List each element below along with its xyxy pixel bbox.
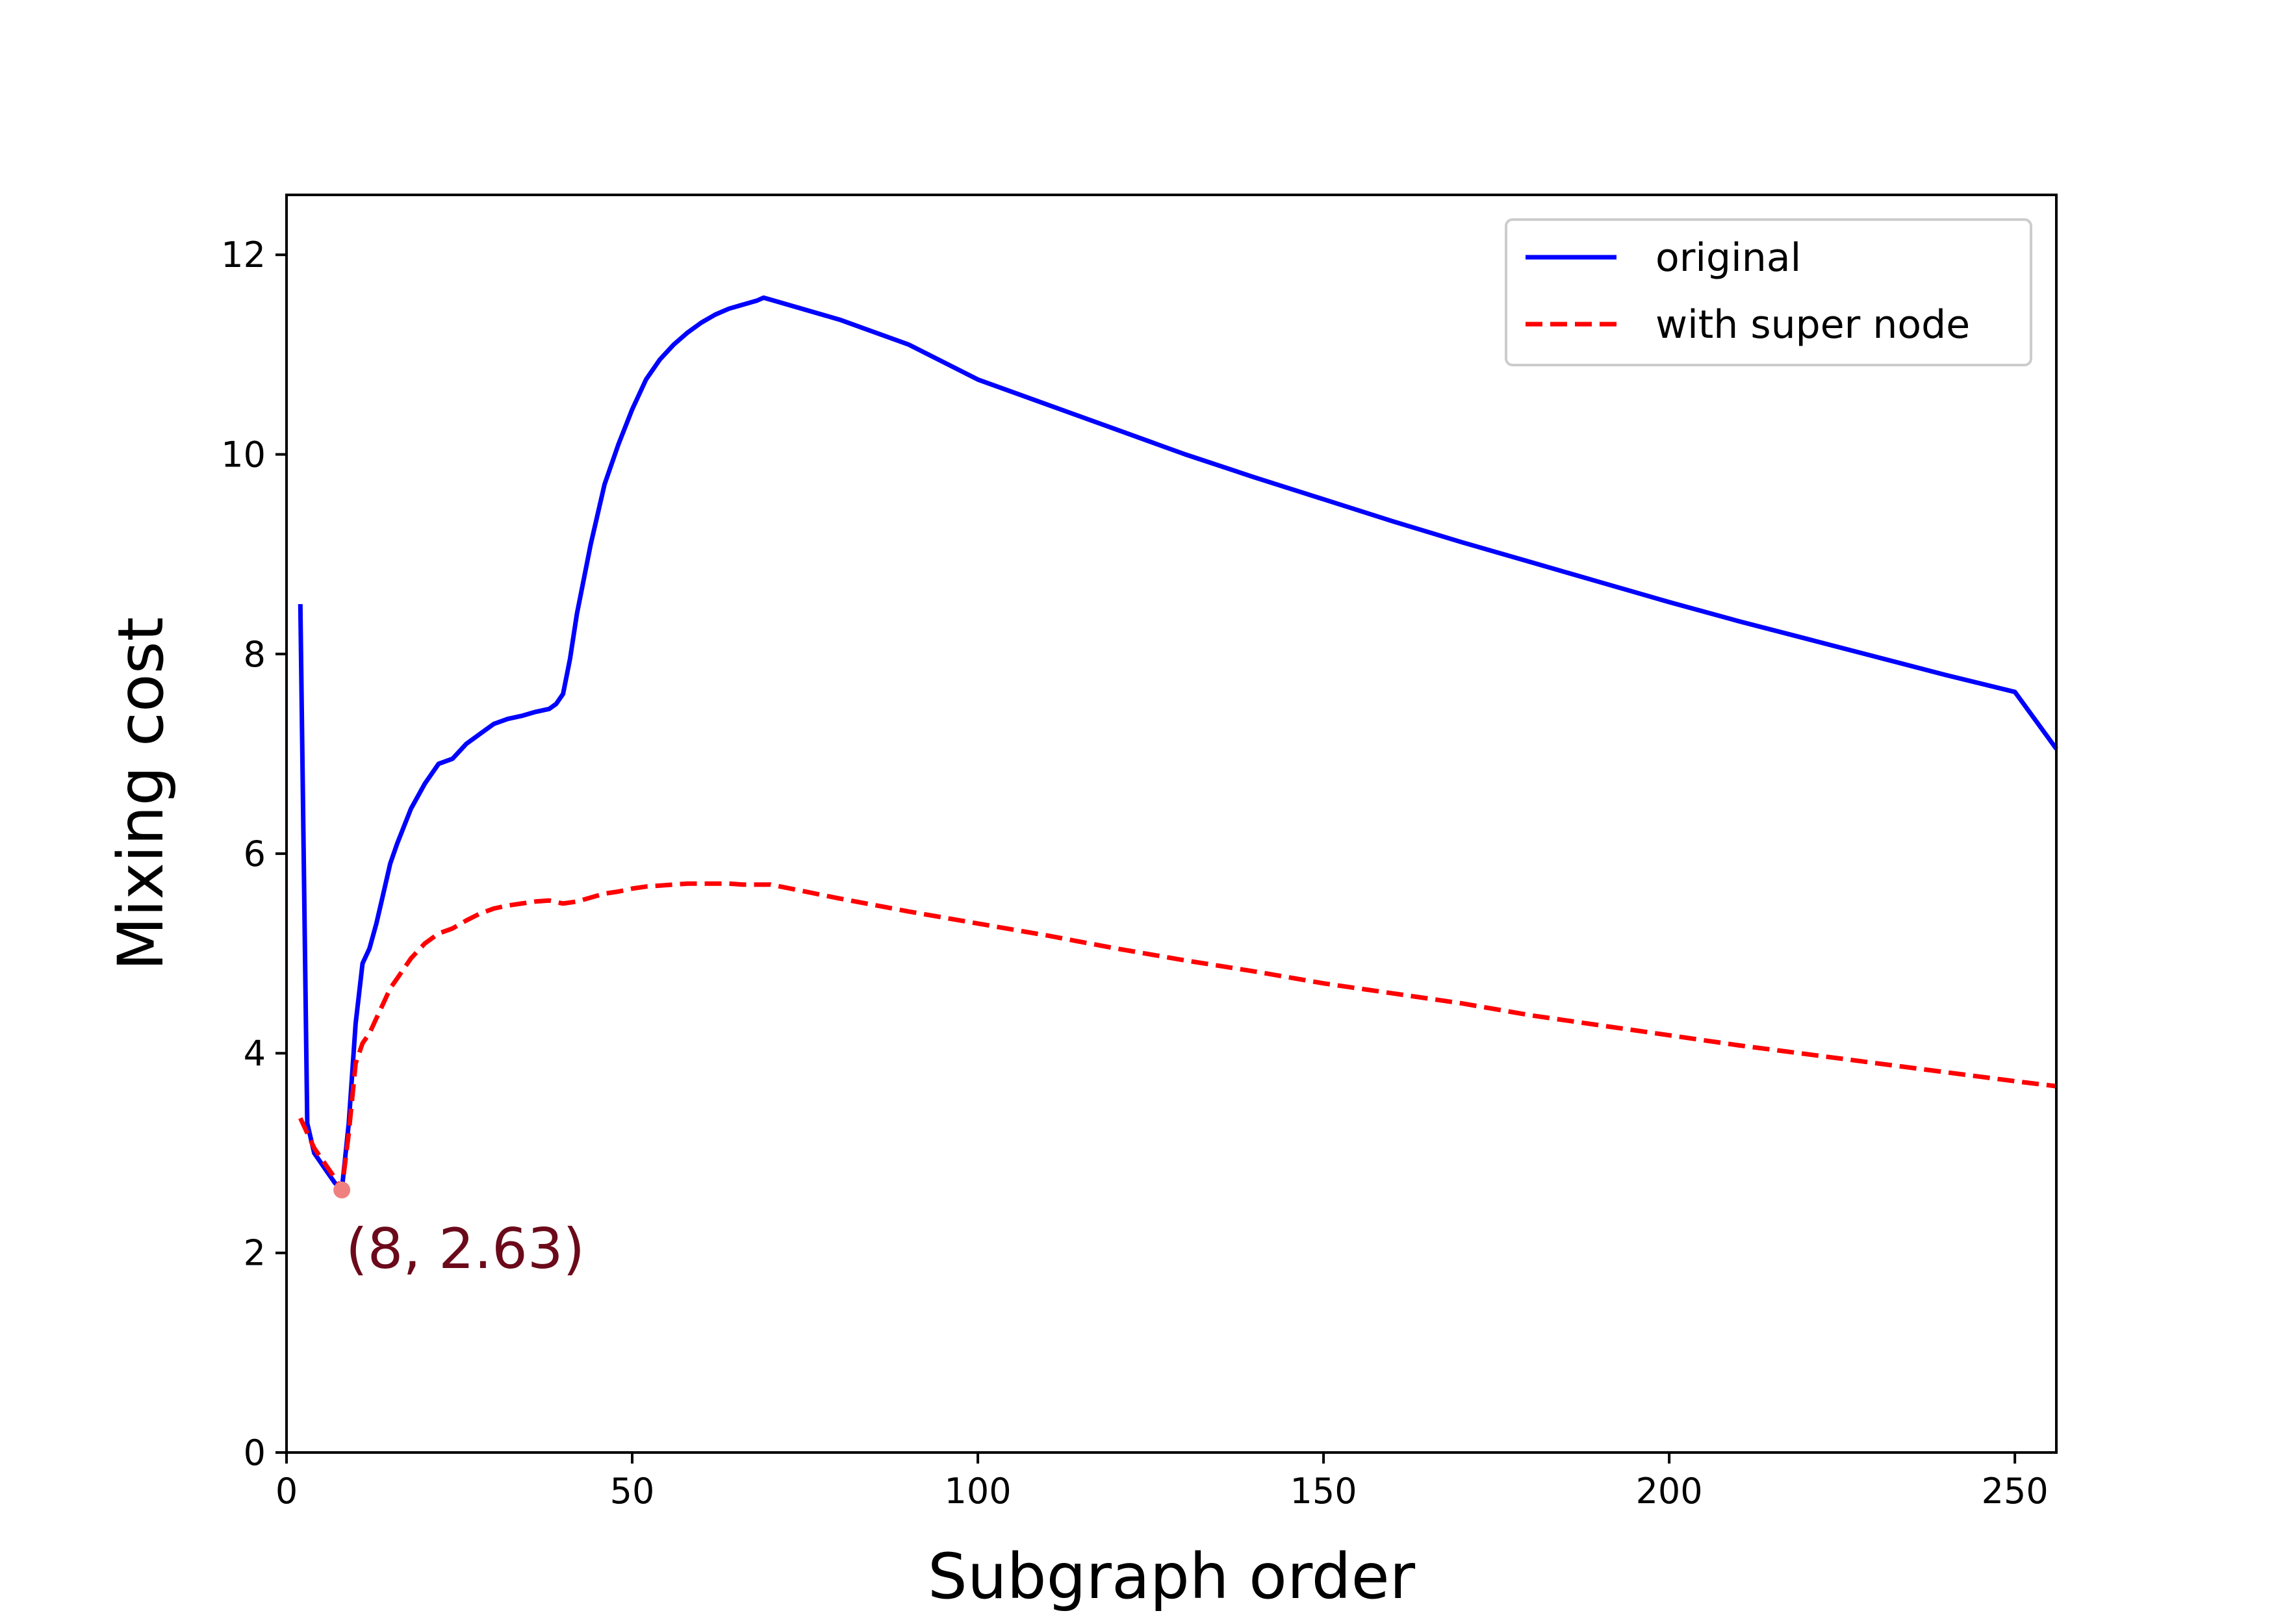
legend-label-1: original <box>1655 235 1801 281</box>
y-axis-ticks: 0 2 4 6 8 10 12 <box>221 235 287 1473</box>
legend: original with super node <box>1505 218 2032 366</box>
y-axis-title: Mixing cost <box>105 617 177 971</box>
x-axis-ticks: 0 50 100 150 200 250 <box>275 1453 2049 1512</box>
x-tick-label: 0 <box>275 1471 298 1512</box>
annotations: (8, 2.63) <box>333 1181 585 1282</box>
x-tick-label: 200 <box>1636 1471 1703 1512</box>
y-tick-label: 8 <box>244 634 266 675</box>
x-tick-label: 50 <box>610 1471 655 1512</box>
annotation-label-1: (8, 2.63) <box>346 1217 585 1282</box>
y-tick-label: 6 <box>244 833 266 874</box>
series-lines <box>298 295 2058 1193</box>
x-tick-label: 100 <box>945 1471 1012 1512</box>
plot-frame <box>285 194 2058 1454</box>
legend-box <box>1505 218 2032 366</box>
x-tick-label: 150 <box>1290 1471 1357 1512</box>
x-tick-label: 250 <box>1982 1471 2049 1512</box>
y-tick-label: 0 <box>244 1432 266 1473</box>
y-tick-label: 12 <box>221 235 266 275</box>
series-line-2 <box>298 881 2057 1193</box>
y-tick-label: 2 <box>244 1233 266 1274</box>
legend-label-2: with super node <box>1655 302 1970 348</box>
y-tick-label: 10 <box>221 434 266 475</box>
y-tick-label: 4 <box>244 1033 266 1074</box>
x-axis-title: Subgraph order <box>928 1540 1416 1613</box>
annotation-marker-1 <box>333 1181 351 1199</box>
series-line-1 <box>298 295 2058 1193</box>
